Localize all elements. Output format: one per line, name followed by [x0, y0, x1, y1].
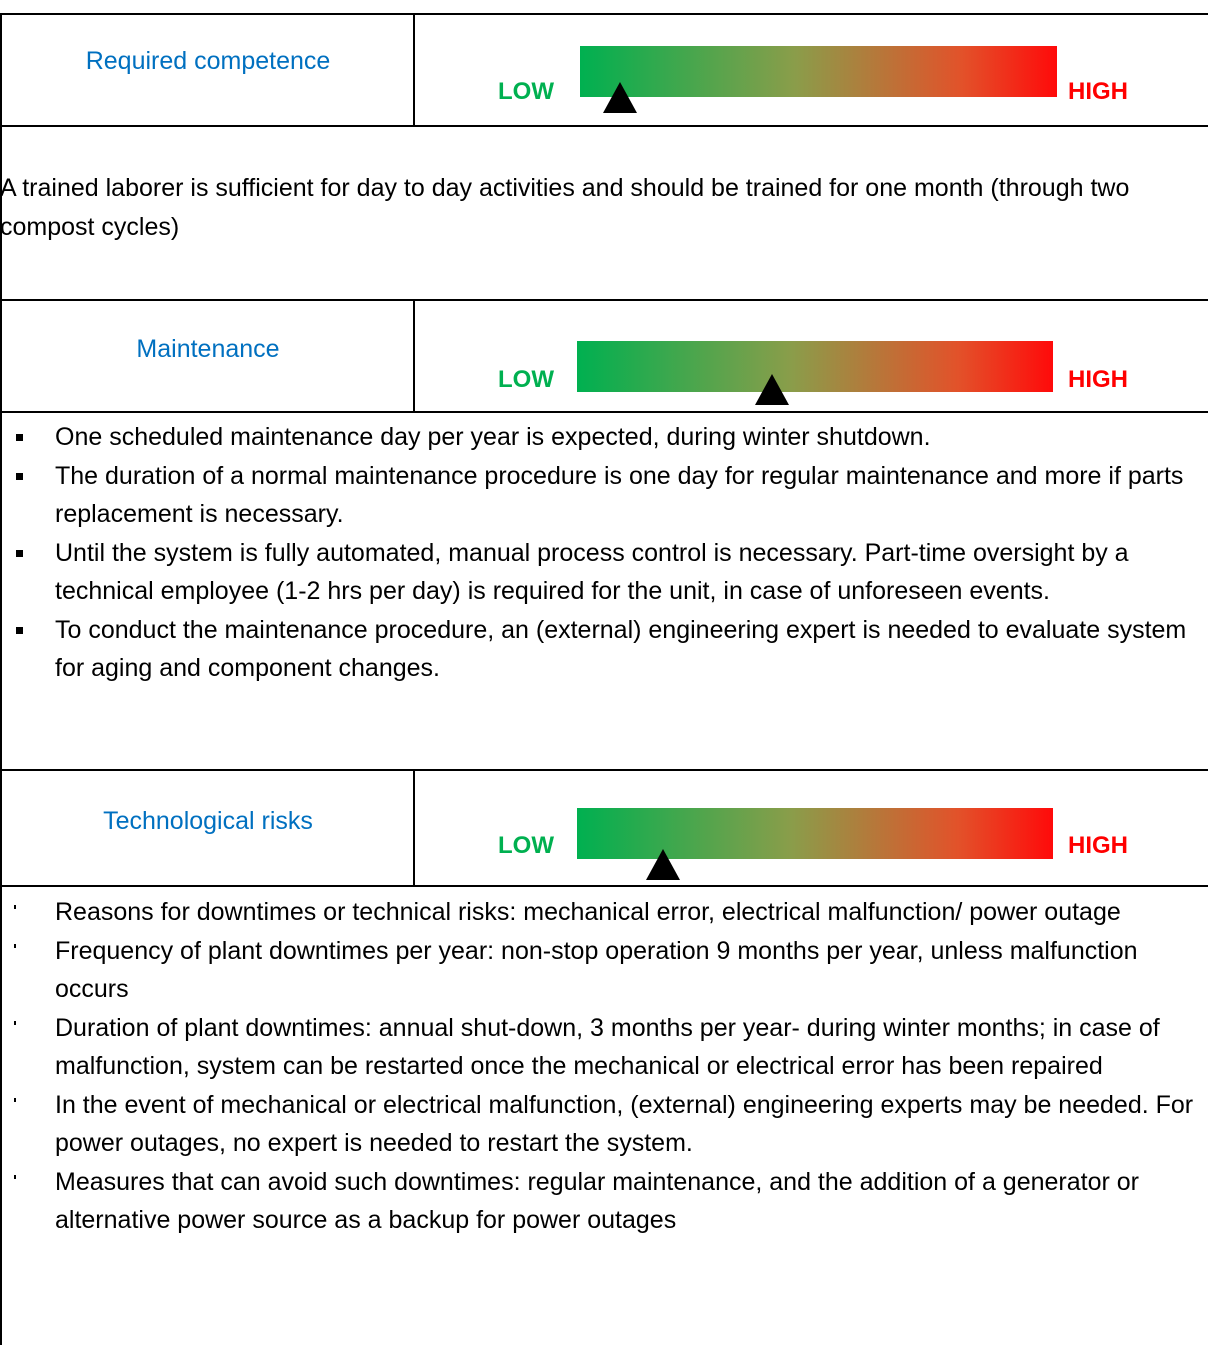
border [0, 13, 2, 1345]
bullet-item: In the event of mechanical or electrical… [0, 1086, 1205, 1163]
border [413, 299, 415, 412]
gauge-marker [755, 374, 789, 405]
section-label: Technological risks [103, 807, 313, 835]
low-label: LOW [498, 78, 554, 105]
gauge-bar [577, 341, 1053, 392]
section-text: A trained laborer is sufficient for day … [0, 174, 1130, 241]
bullet-list: Reasons for downtimes or technical risks… [0, 893, 1205, 1240]
gauge-bar [580, 46, 1057, 97]
low-label: LOW [498, 366, 554, 393]
gauge-marker [646, 849, 680, 880]
bullet-item: Until the system is fully automated, man… [0, 534, 1205, 611]
bullet-item: Measures that can avoid such downtimes: … [0, 1163, 1205, 1240]
bullet-list: One scheduled maintenance day per year i… [0, 418, 1205, 688]
gauge-marker [603, 82, 637, 113]
bullet-item: Frequency of plant downtimes per year: n… [0, 932, 1205, 1009]
bullet-item: One scheduled maintenance day per year i… [0, 418, 1205, 457]
border [0, 411, 1208, 413]
border [413, 769, 415, 886]
bullet-item: Reasons for downtimes or technical risks… [0, 893, 1205, 932]
border [413, 13, 415, 126]
high-label: HIGH [1068, 78, 1128, 105]
bullet-item: The duration of a normal maintenance pro… [0, 457, 1205, 534]
high-label: HIGH [1068, 366, 1128, 393]
bullet-item: To conduct the maintenance procedure, an… [0, 611, 1205, 688]
border [0, 769, 1208, 771]
bullet-item: Duration of plant downtimes: annual shut… [0, 1009, 1205, 1086]
section-label: Required competence [85, 47, 331, 75]
border [0, 125, 1208, 127]
border [0, 885, 1208, 887]
high-label: HIGH [1068, 832, 1128, 859]
section-label: Maintenance [136, 335, 280, 363]
low-label: LOW [498, 832, 554, 859]
border [0, 299, 1208, 301]
border [0, 13, 1208, 15]
